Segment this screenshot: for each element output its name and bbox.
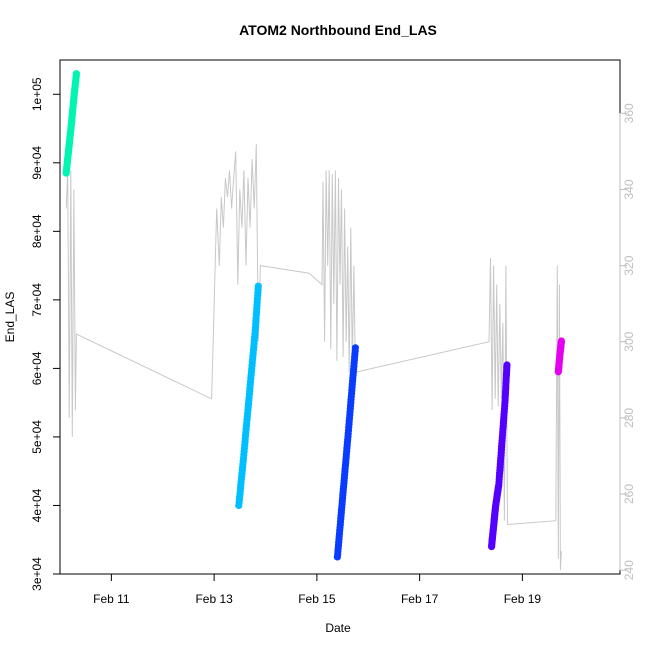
y-left-tick-label: 4e+04 (30, 488, 44, 522)
y-right-tick-label: 320 (622, 255, 636, 275)
x-tick-label: Feb 15 (298, 592, 336, 606)
y-right-tick-label: 340 (622, 179, 636, 199)
y-left-tick-label: 6e+04 (30, 351, 44, 385)
series-points-0 (62, 70, 80, 177)
y-left-tick-label: 3e+04 (30, 557, 44, 591)
y-axis-label: End_LAS (3, 292, 17, 343)
x-tick-label: Feb 19 (504, 592, 542, 606)
series-line-5 (65, 143, 562, 571)
data-point (557, 337, 566, 345)
y-left-tick-label: 5e+04 (30, 420, 44, 454)
y-axis-left: 3e+04 4e+04 5e+04 6e+04 7e+04 8e+04 9e+04 1e+05 (30, 77, 61, 591)
y-right-tick-label: 300 (622, 331, 636, 351)
series-points-3 (488, 361, 511, 551)
x-axis-label: Date (325, 621, 351, 635)
y-right-tick-label: 360 (622, 103, 636, 123)
x-tick-label: Feb 13 (195, 592, 233, 606)
x-axis: Feb 11 Feb 13 Feb 15 Feb 17 Feb 19 (93, 573, 542, 606)
series-points-1 (235, 282, 262, 510)
y-right-tick-label: 260 (622, 484, 636, 504)
y-axis-right: 240 260 280 300 320 340 360 (619, 103, 636, 580)
chart-title: ATOM2 Northbound End_LAS (239, 22, 437, 38)
data-point (72, 70, 80, 78)
series-layer (62, 70, 566, 571)
series-points-4 (554, 337, 566, 376)
x-tick-label: Feb 17 (401, 592, 439, 606)
data-point (351, 344, 359, 352)
data-point (503, 361, 511, 369)
y-left-tick-label: 7e+04 (30, 283, 44, 317)
x-tick-label: Feb 11 (93, 592, 130, 606)
series-points-2 (333, 344, 359, 561)
y-right-tick-label: 240 (622, 560, 636, 580)
y-left-tick-label: 9e+04 (30, 146, 44, 180)
y-left-tick-label: 8e+04 (30, 214, 44, 248)
data-point (254, 282, 262, 290)
y-left-tick-label: 1e+05 (30, 77, 44, 111)
y-right-tick-label: 280 (622, 408, 636, 428)
